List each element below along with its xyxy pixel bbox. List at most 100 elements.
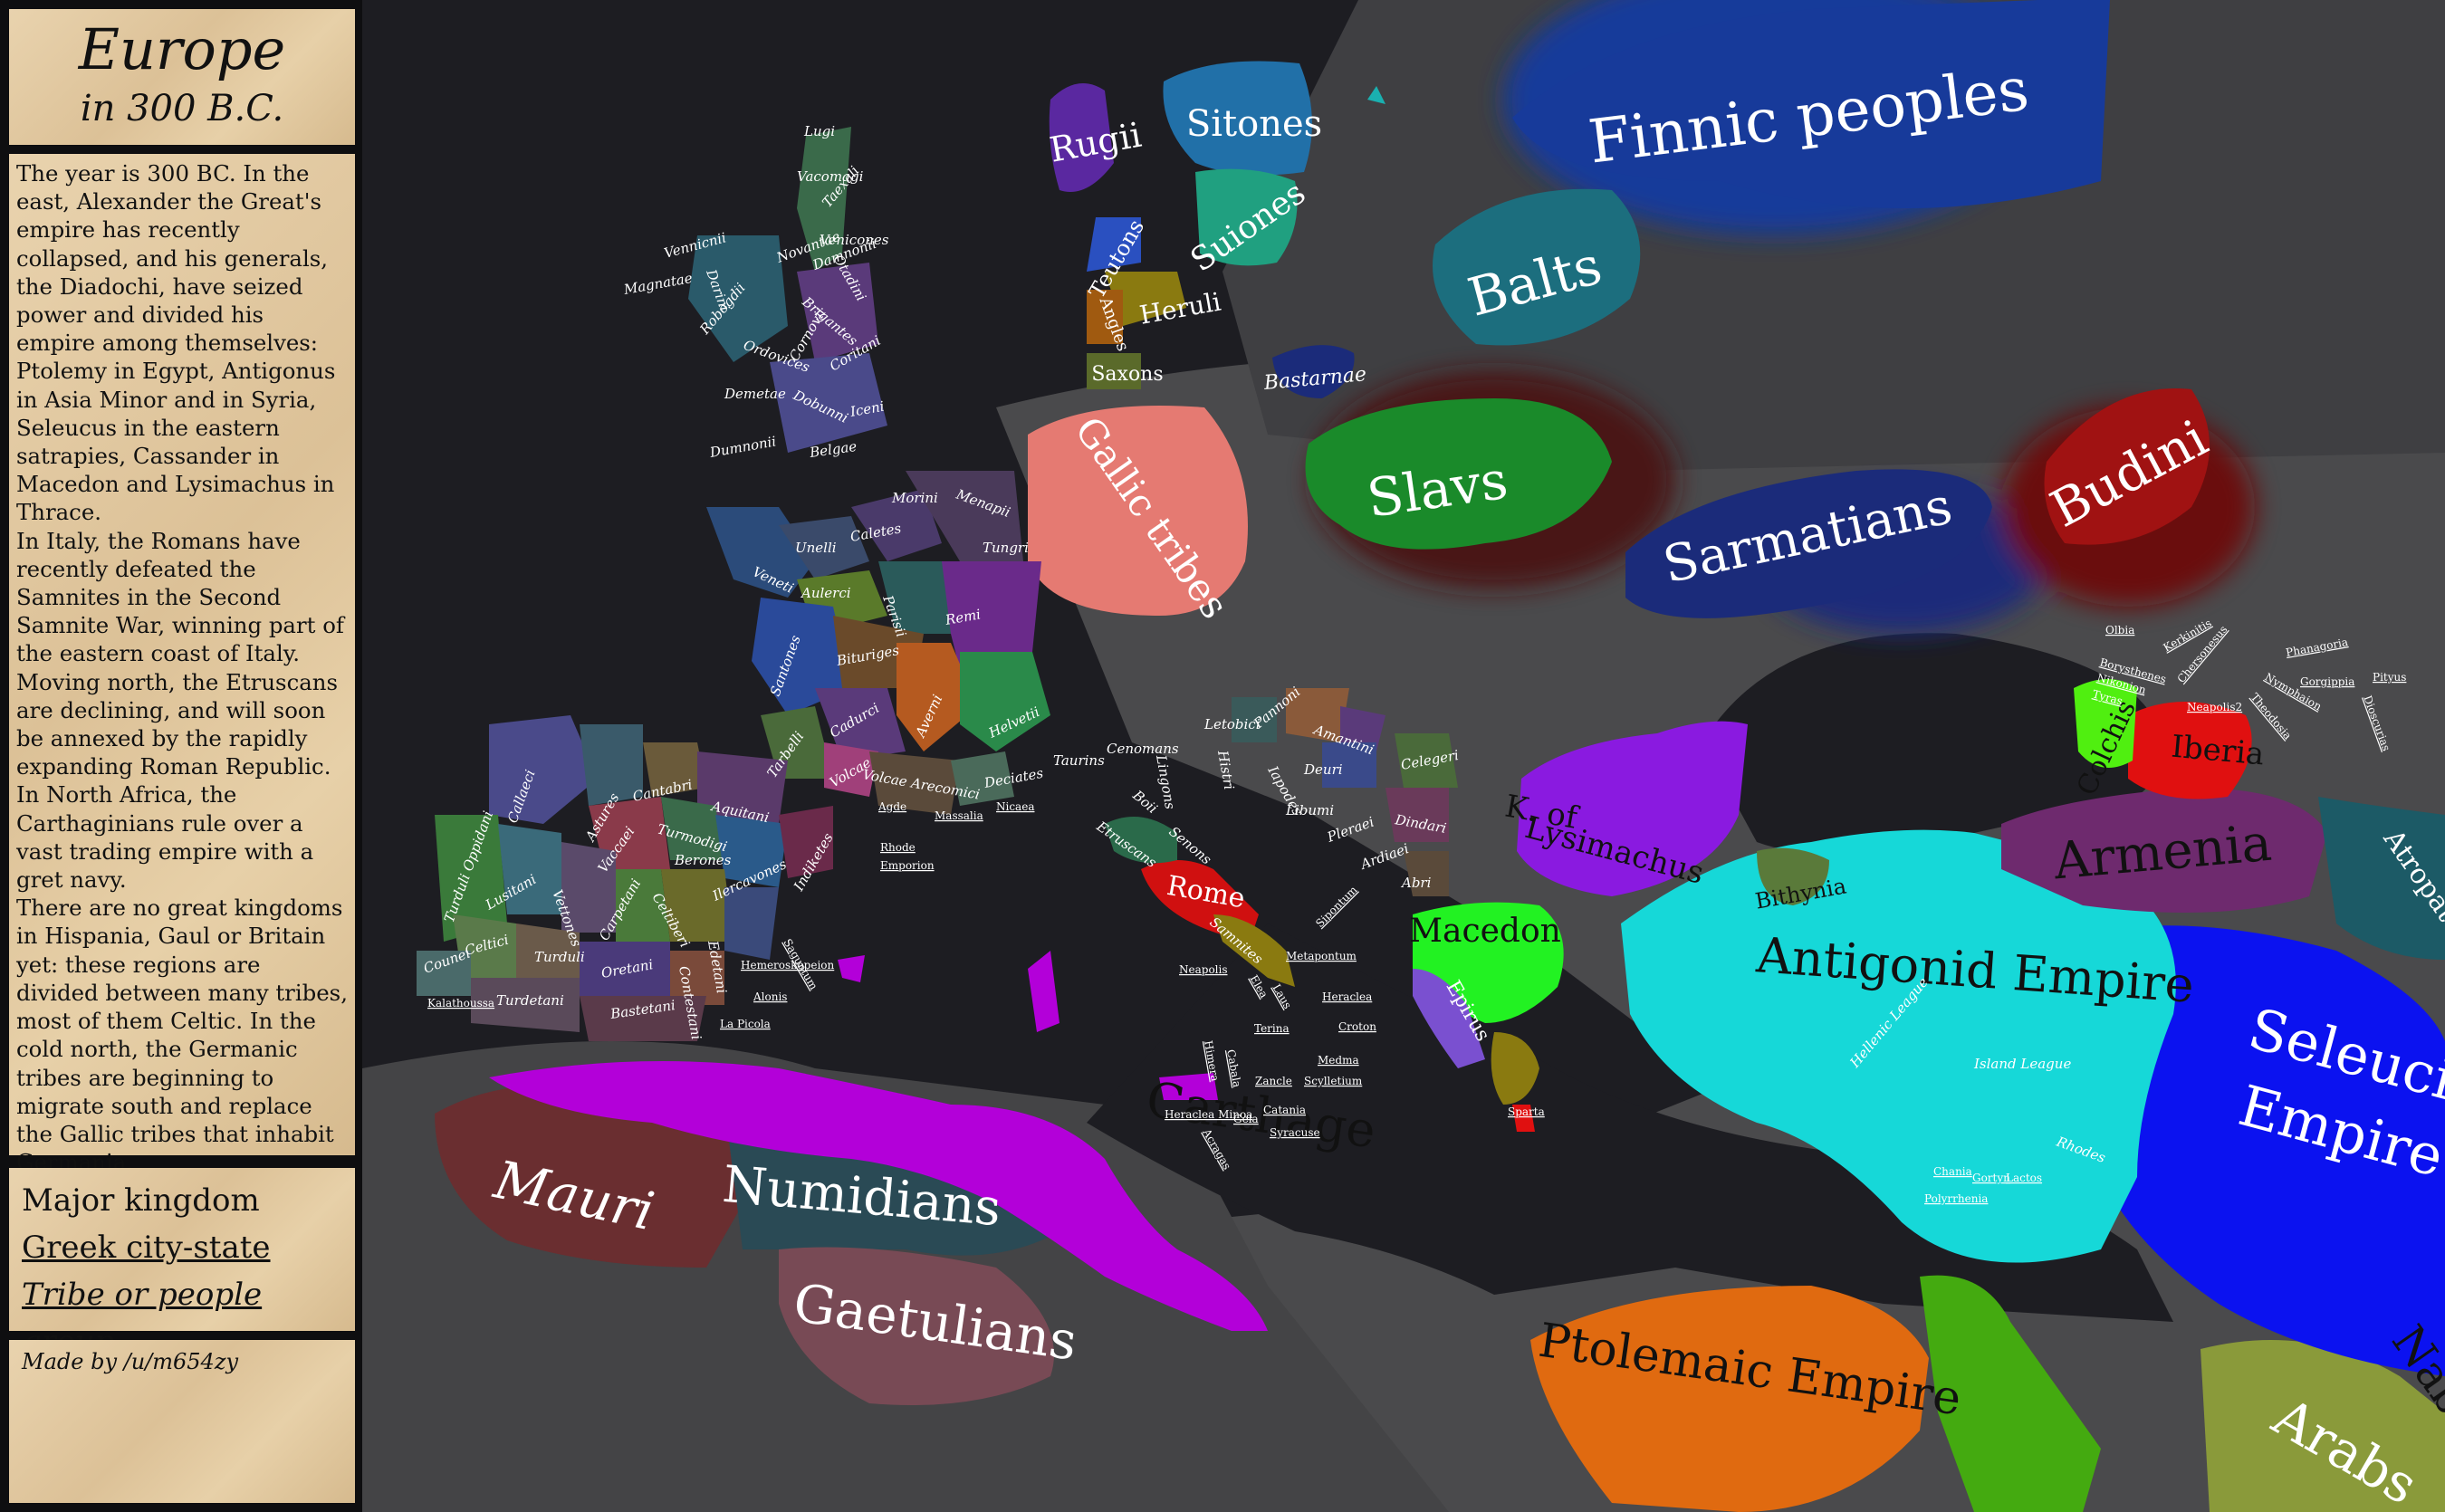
region-brigantes xyxy=(797,263,878,362)
region-abri xyxy=(1404,851,1449,896)
region-etruscans xyxy=(1105,817,1177,864)
credit-panel: Made by /u/m654zy xyxy=(9,1340,355,1503)
city-scylletium: Scylletium xyxy=(1304,1075,1363,1087)
label-saxons: Saxons xyxy=(1091,363,1163,386)
region-turdetani xyxy=(471,978,580,1032)
region-sitones xyxy=(1163,61,1312,176)
city-hemeroskopeion: Hemeroskopeion xyxy=(741,959,835,971)
region-amantini xyxy=(1340,706,1386,751)
region-carthage xyxy=(489,1061,1268,1331)
label-unelli: Unelli xyxy=(795,540,837,556)
region-ptolemaic xyxy=(1530,1286,1929,1512)
label-turdetani: Turdetani xyxy=(496,992,564,1009)
region-saxons xyxy=(1087,353,1141,389)
city-neapolis-crimea: Neapolis2 xyxy=(2187,701,2242,713)
city-pityus: Pityus xyxy=(2373,671,2406,684)
city-sparta: Sparta xyxy=(1508,1105,1545,1118)
label-abri: Abri xyxy=(1400,875,1432,891)
city-kalathoussa: Kalathoussa xyxy=(427,997,494,1010)
region-finnic xyxy=(1512,0,2110,208)
city-croton: Croton xyxy=(1338,1020,1376,1033)
region-samnites xyxy=(1213,914,1295,987)
region-carpetani xyxy=(616,869,670,942)
label-deuri: Deuri xyxy=(1303,761,1343,778)
city-medma: Medma xyxy=(1318,1054,1359,1067)
region-mauri xyxy=(435,1085,743,1268)
city-olbia: Olbia xyxy=(2105,624,2134,636)
city-heraclea-minoa: Heraclea Minoa xyxy=(1165,1108,1252,1121)
region-gaetulians xyxy=(779,1247,1054,1405)
region-balts xyxy=(1433,188,1641,346)
region-bastetani xyxy=(580,996,706,1041)
city-heraclea: Heraclea xyxy=(1322,990,1372,1003)
label-lugi: Lugi xyxy=(803,123,835,139)
region-pannoni xyxy=(1286,688,1349,742)
region-angles xyxy=(1087,290,1123,344)
map-subtitle: in 300 B.C. xyxy=(80,88,284,129)
city-massalia: Massalia xyxy=(935,809,983,822)
region-turmodigi xyxy=(661,797,724,860)
region-contestani xyxy=(670,951,724,1005)
region-turduli-oppidani xyxy=(435,815,507,942)
city-gela: Gela xyxy=(1233,1113,1259,1125)
region-callaeci xyxy=(489,715,598,824)
map-title: Europe xyxy=(78,16,286,82)
region-armenia xyxy=(2001,788,2327,913)
black-sea xyxy=(1702,633,2164,854)
region-cadurci xyxy=(815,688,906,761)
region-epirus xyxy=(1413,969,1485,1068)
city-gorgippia: Gorgippia xyxy=(2300,675,2354,688)
label-sitones: Sitones xyxy=(1186,103,1322,145)
label-taurins: Taurins xyxy=(1053,752,1105,769)
label-letobici: Letobici xyxy=(1203,716,1261,732)
region-remi xyxy=(933,561,1041,670)
region-letobici xyxy=(1232,697,1277,742)
label-berones: Berones xyxy=(674,852,732,868)
region-lysimachus xyxy=(1517,721,1748,896)
island-gotland xyxy=(1367,86,1386,104)
label-aulerci: Aulerci xyxy=(800,585,851,601)
region-sparta xyxy=(1512,1105,1535,1132)
region-sicily-west xyxy=(1159,1073,1218,1100)
region-oretani xyxy=(580,942,670,996)
region-cantabri xyxy=(643,742,706,797)
region-sarmatians xyxy=(1625,469,1992,618)
region-deuri xyxy=(1322,742,1376,788)
region-lusitani xyxy=(498,824,561,914)
region-edetani xyxy=(724,887,779,960)
label-libumi: Libumi xyxy=(1285,802,1334,818)
label-macedon: Macedon xyxy=(1409,913,1561,950)
region-budini xyxy=(2044,388,2210,545)
region-counei xyxy=(417,951,471,996)
region-south-britain xyxy=(770,353,887,453)
region-teutons xyxy=(1087,217,1141,272)
region-aquitani xyxy=(697,751,788,824)
city-nicaea: Nicaea xyxy=(996,800,1034,813)
label-morini: Morini xyxy=(891,490,938,506)
region-averni xyxy=(896,643,978,751)
region-arabs xyxy=(2200,1340,2445,1512)
region-bastarnae xyxy=(1272,345,1355,398)
region-santones xyxy=(752,598,851,715)
sidebar: Europe in 300 B.C. The year is 300 BC. I… xyxy=(0,0,362,1512)
city-rhode: Rhode xyxy=(880,841,916,854)
label-iberia: Iberia xyxy=(2170,729,2266,773)
city-lactos: Lactos xyxy=(2006,1172,2042,1184)
label-tungri: Tungri xyxy=(983,540,1029,556)
region-slavs xyxy=(1305,398,1612,550)
credit: Made by /u/m654zy xyxy=(22,1349,239,1374)
region-volcae-arecomici xyxy=(869,751,960,815)
legend-major-kingdom: Major kingdom xyxy=(22,1182,260,1219)
label-cenomans: Cenomans xyxy=(1107,741,1179,757)
city-alonis: Alonis xyxy=(753,990,787,1003)
label-vacomagi: Vacomagi xyxy=(797,168,864,185)
city-polyrrhenia: Polyrrhenia xyxy=(1924,1192,1988,1205)
region-caletes xyxy=(851,489,942,561)
region-morini-menapii xyxy=(906,471,1023,561)
region-bithynia xyxy=(1757,847,1829,905)
paragraph-diadochi: The year is 300 BC. In the east, Alexand… xyxy=(16,160,336,526)
description-panel: The year is 300 BC. In the east, Alexand… xyxy=(9,154,355,1316)
region-hellenic-league xyxy=(1491,1032,1539,1105)
city-metapontum: Metapontum xyxy=(1286,950,1357,962)
city-la-picola: La Picola xyxy=(720,1018,771,1030)
